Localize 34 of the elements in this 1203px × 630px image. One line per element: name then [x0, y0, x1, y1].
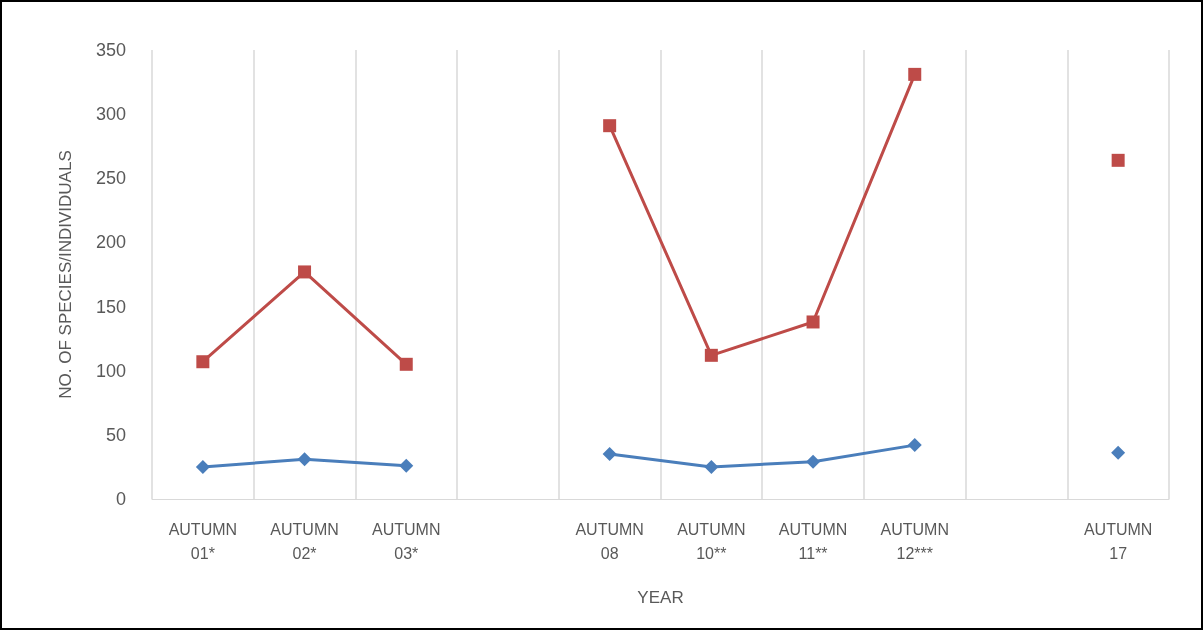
point [298, 265, 312, 279]
point [704, 348, 718, 362]
point [603, 119, 617, 133]
point [602, 447, 617, 462]
point [806, 315, 820, 329]
point [399, 458, 414, 473]
point [195, 459, 210, 474]
x-tick-label: AUTUMN 01* [168, 520, 238, 562]
point [196, 355, 210, 369]
y-tick-label: 150 [95, 296, 126, 317]
y-tick-label: 350 [95, 40, 126, 60]
y-tick-label: 100 [95, 360, 126, 381]
point [806, 454, 821, 469]
x-tick-label: AUTUMN 02* [270, 520, 339, 562]
x-tick-label: AUTUMN 08 [575, 520, 644, 562]
point [399, 357, 413, 371]
x-tick-label: AUTUMN 03* [372, 520, 441, 562]
y-axis-title: NO. OF SPECIES/INDIVIDUALS [56, 150, 75, 399]
point [908, 67, 922, 81]
y-tick-label: 50 [105, 424, 126, 445]
x-tick-label: AUTUMN 12*** [880, 520, 949, 562]
x-axis-title: YEAR [637, 588, 684, 607]
x-tick-label: AUTUMN 10** [677, 520, 746, 562]
y-tick-label: 250 [95, 168, 126, 189]
point [907, 438, 922, 453]
x-tick-label: AUTUMN 17 [1083, 520, 1153, 562]
point [297, 452, 312, 467]
y-tick-label: 0 [115, 489, 126, 509]
y-tick-label: 300 [95, 104, 126, 125]
y-tick-label: 200 [95, 232, 126, 253]
point [1111, 153, 1125, 167]
x-tick-label: AUTUMN 11** [778, 520, 848, 562]
point [1111, 445, 1126, 460]
point [704, 459, 719, 474]
